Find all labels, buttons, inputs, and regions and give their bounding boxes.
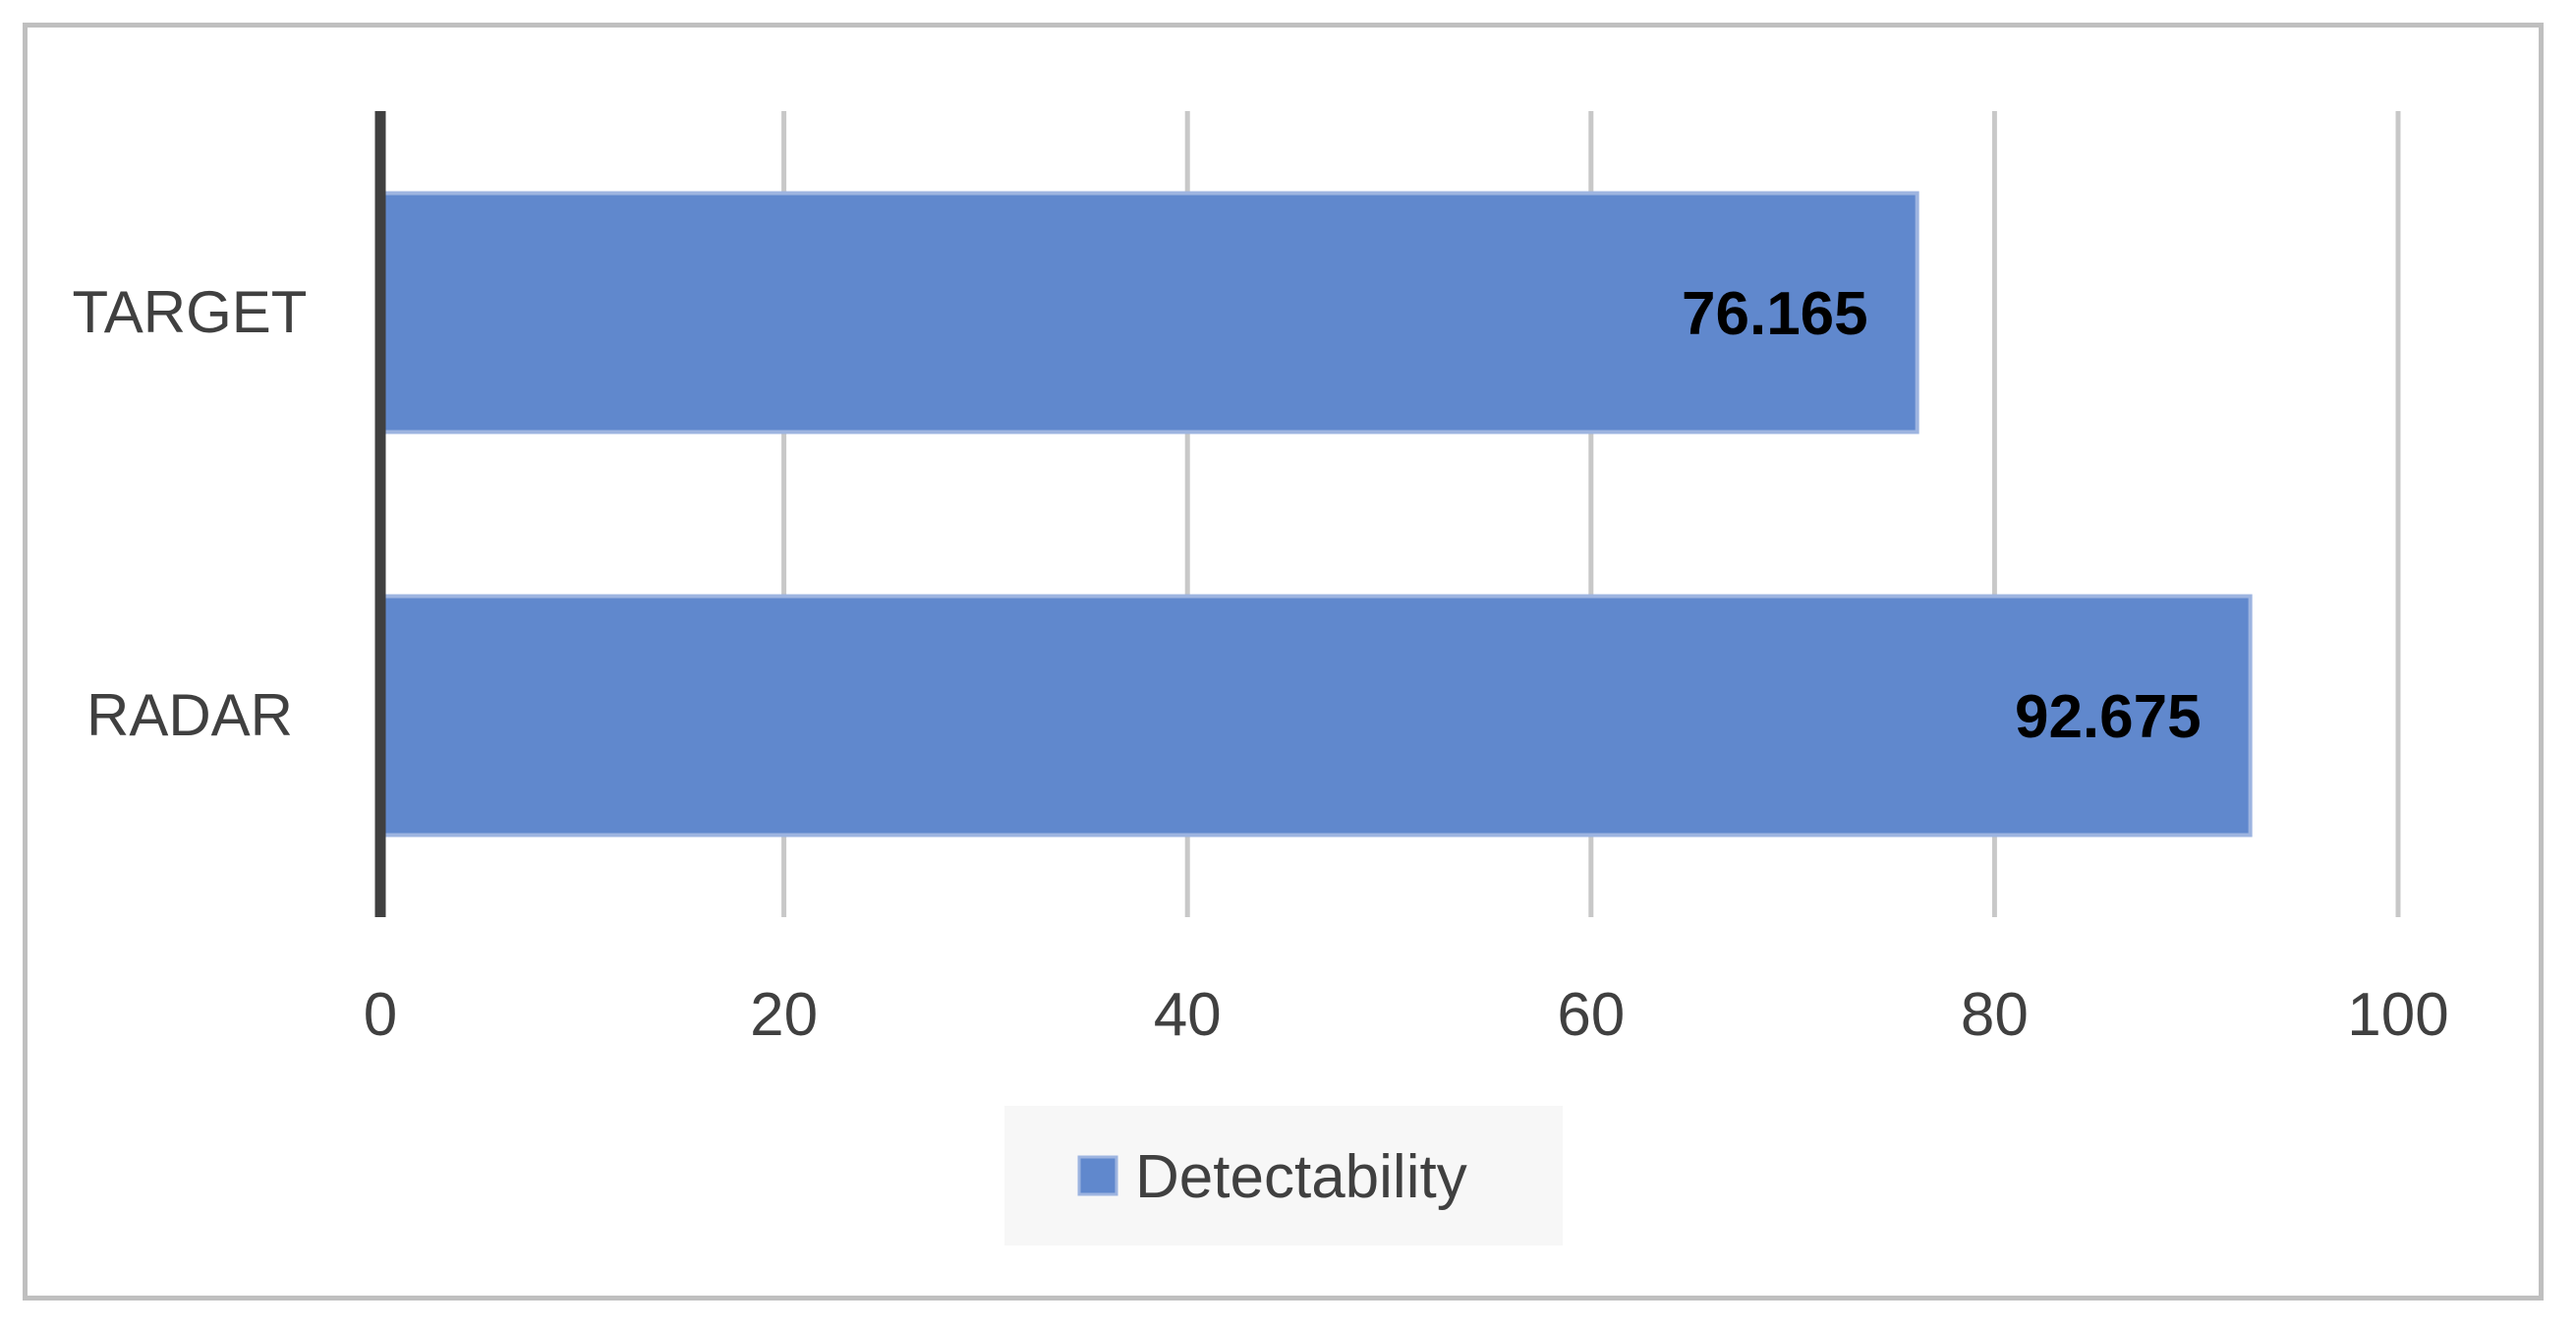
data-label-radar: 92.675 [2015,683,2202,751]
data-label-target: 76.165 [1682,280,1868,348]
x-tick-label-40: 40 [1154,981,1222,1049]
x-tick-label-0: 0 [364,981,397,1049]
x-tick-label-80: 80 [1961,981,2029,1049]
category-label-radar: RADAR [86,682,293,748]
x-tick-label-20: 20 [750,981,818,1049]
legend-label: Detectability [1135,1143,1467,1211]
legend-swatch [1077,1155,1118,1196]
bar-radar [378,594,2253,838]
legend: Detectability [1004,1106,1563,1245]
category-labels: TARGET RADAR [73,279,308,748]
x-tick-label-100: 100 [2347,981,2448,1049]
x-tick-label-60: 60 [1557,981,1625,1049]
bars [378,191,2253,838]
data-labels: 76.165 92.675 [1682,280,2202,751]
category-label-target: TARGET [73,279,308,345]
x-tick-labels: 0 20 40 60 80 100 [364,981,2449,1049]
